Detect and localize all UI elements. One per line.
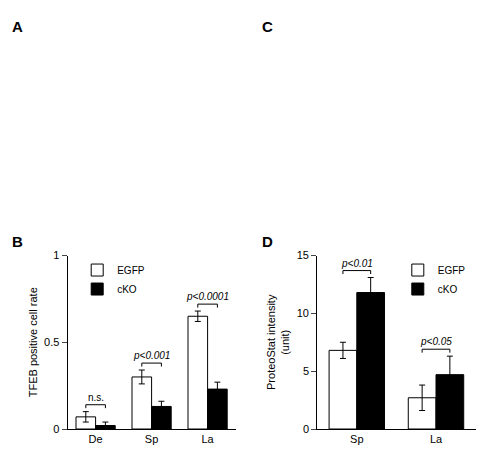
svg-text:TFEB positive cell rate: TFEB positive cell rate	[27, 287, 39, 397]
svg-text:n.s.: n.s.	[88, 392, 104, 403]
svg-text:cKO: cKO	[117, 284, 137, 295]
svg-text:Sp: Sp	[350, 433, 363, 445]
svg-text:De: De	[89, 433, 103, 445]
svg-text:10: 10	[297, 307, 309, 319]
svg-text:5: 5	[303, 365, 309, 377]
svg-text:p<0.0001: p<0.0001	[186, 291, 229, 302]
svg-text:0.5: 0.5	[44, 336, 59, 348]
svg-text:La: La	[430, 433, 443, 445]
svg-text:D: D	[262, 233, 273, 250]
svg-text:Sp: Sp	[145, 433, 158, 445]
svg-text:EGFP: EGFP	[117, 265, 145, 276]
svg-text:15: 15	[297, 249, 309, 261]
svg-text:p<0.01: p<0.01	[341, 258, 373, 269]
svg-text:0: 0	[53, 423, 59, 435]
svg-text:C: C	[262, 18, 273, 35]
svg-text:p<0.001: p<0.001	[133, 350, 170, 361]
svg-text:0: 0	[303, 423, 309, 435]
svg-text:A: A	[12, 18, 23, 35]
svg-text:1: 1	[53, 249, 59, 261]
svg-text:EGFP: EGFP	[438, 265, 466, 276]
svg-text:La: La	[201, 433, 214, 445]
svg-text:p<0.05: p<0.05	[420, 336, 452, 347]
svg-text:ProteoStat intensity(unit): ProteoStat intensity(unit)	[265, 294, 291, 390]
svg-text:cKO: cKO	[438, 284, 458, 295]
svg-text:B: B	[12, 233, 23, 250]
